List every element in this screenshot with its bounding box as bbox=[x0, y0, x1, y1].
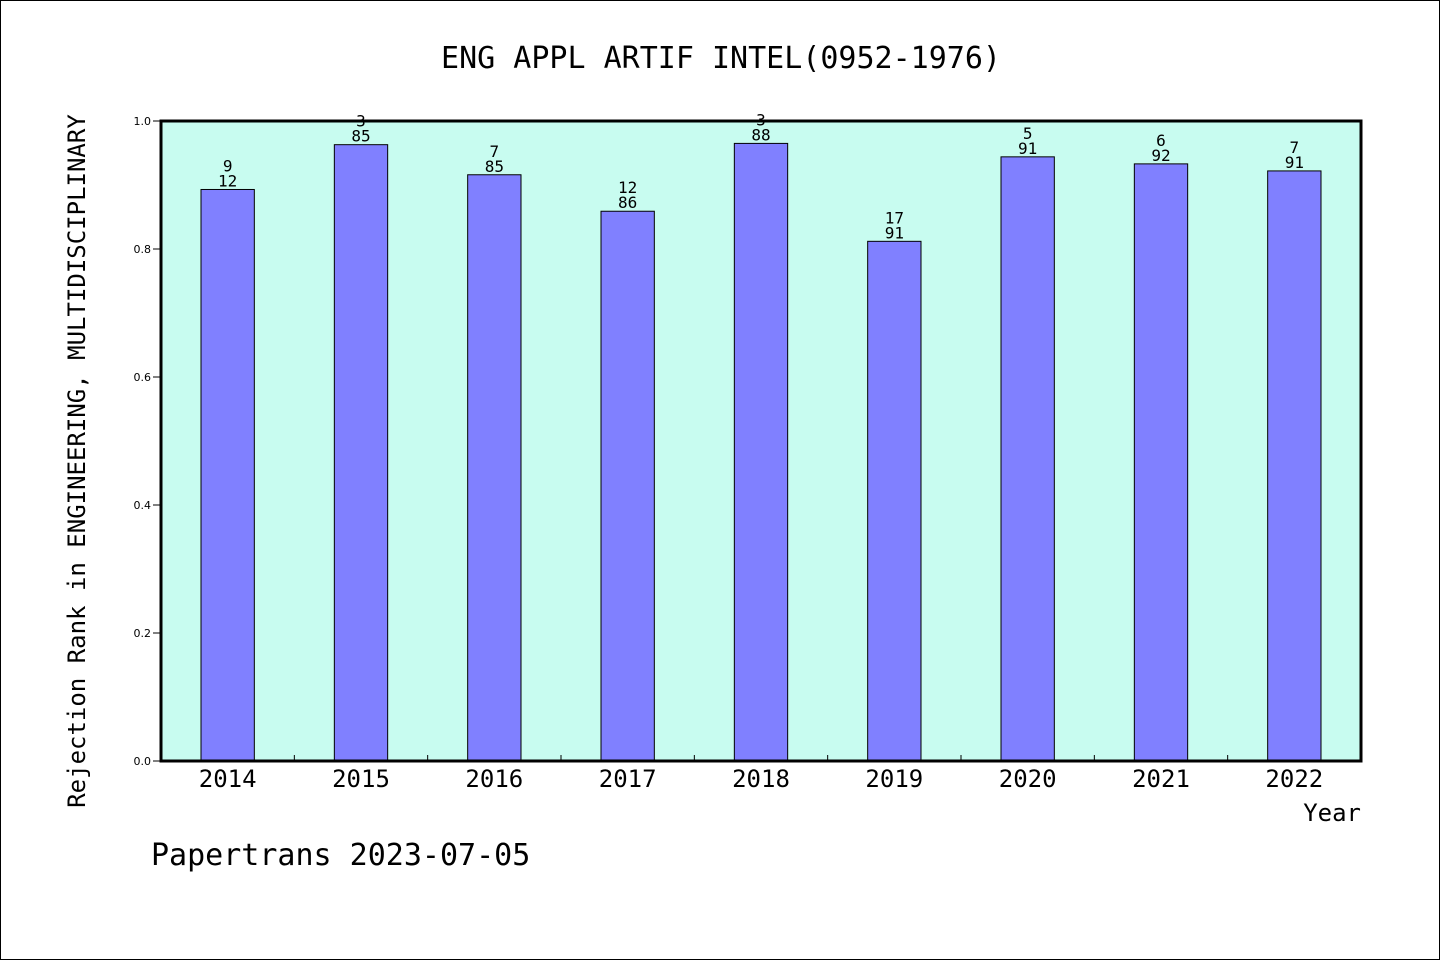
bar-2015 bbox=[333, 144, 389, 762]
y-axis-label: Rejection Rank in ENGINEERING, MULTIDISC… bbox=[63, 114, 91, 808]
bar-2021 bbox=[1133, 163, 1189, 762]
bar-2014 bbox=[200, 188, 255, 762]
bar-label-bottom-2020: 91 bbox=[1018, 139, 1037, 158]
chart-title: ENG APPL ARTIF INTEL(0952-1976) bbox=[441, 41, 1001, 76]
bar-label-bottom-2022: 91 bbox=[1285, 153, 1304, 172]
bar-2016 bbox=[467, 174, 522, 762]
x-tick-label-2019: 2019 bbox=[865, 765, 923, 793]
x-tick-label-2017: 2017 bbox=[599, 765, 657, 793]
bar-label-top-2022: 7 bbox=[1290, 138, 1300, 157]
y-tick-label-1.0: 1.0 bbox=[134, 115, 152, 128]
bar-label-top-2019: 17 bbox=[885, 208, 904, 227]
bar-label-bottom-2018: 88 bbox=[751, 125, 770, 144]
y-tick-label-0.4: 0.4 bbox=[134, 499, 152, 512]
y-tick-label-0.2: 0.2 bbox=[134, 627, 152, 640]
y-tick-label-0.0: 0.0 bbox=[134, 755, 152, 768]
y-tick-label-0.6: 0.6 bbox=[134, 371, 152, 384]
bar-label-bottom-2016: 85 bbox=[485, 157, 504, 176]
x-tick-label-2018: 2018 bbox=[732, 765, 790, 793]
plot-border bbox=[159, 119, 1363, 763]
bar-label-bottom-2021: 92 bbox=[1151, 146, 1170, 165]
bar-label-bottom-2015: 85 bbox=[351, 127, 370, 146]
bar-label-top-2021: 6 bbox=[1156, 131, 1166, 150]
bar-label-top-2014: 9 bbox=[223, 156, 233, 175]
x-tick-label-2022: 2022 bbox=[1265, 765, 1323, 793]
y-tick-label-0.8: 0.8 bbox=[134, 243, 152, 256]
x-tick-label-2021: 2021 bbox=[1132, 765, 1190, 793]
x-tick-label-2014: 2014 bbox=[199, 765, 257, 793]
bar-label-bottom-2019: 91 bbox=[885, 223, 904, 242]
bar-2017 bbox=[600, 210, 655, 762]
bar-label-bottom-2014: 12 bbox=[218, 171, 237, 190]
x-tick-label-2015: 2015 bbox=[332, 765, 390, 793]
bar-2020 bbox=[1000, 156, 1055, 762]
bar-2018 bbox=[733, 142, 789, 762]
bar-label-top-2016: 7 bbox=[490, 142, 500, 161]
x-tick-label-2020: 2020 bbox=[999, 765, 1057, 793]
footer-credit: Papertrans 2023-07-05 bbox=[151, 838, 530, 873]
bar-2019 bbox=[867, 240, 922, 762]
bar-2022 bbox=[1267, 170, 1322, 762]
bar-label-top-2020: 5 bbox=[1023, 124, 1033, 143]
x-axis-label: Year bbox=[1303, 799, 1361, 827]
x-tick-label-2016: 2016 bbox=[465, 765, 523, 793]
bar-label-bottom-2017: 86 bbox=[618, 193, 637, 212]
bar-label-top-2017: 12 bbox=[618, 178, 637, 197]
